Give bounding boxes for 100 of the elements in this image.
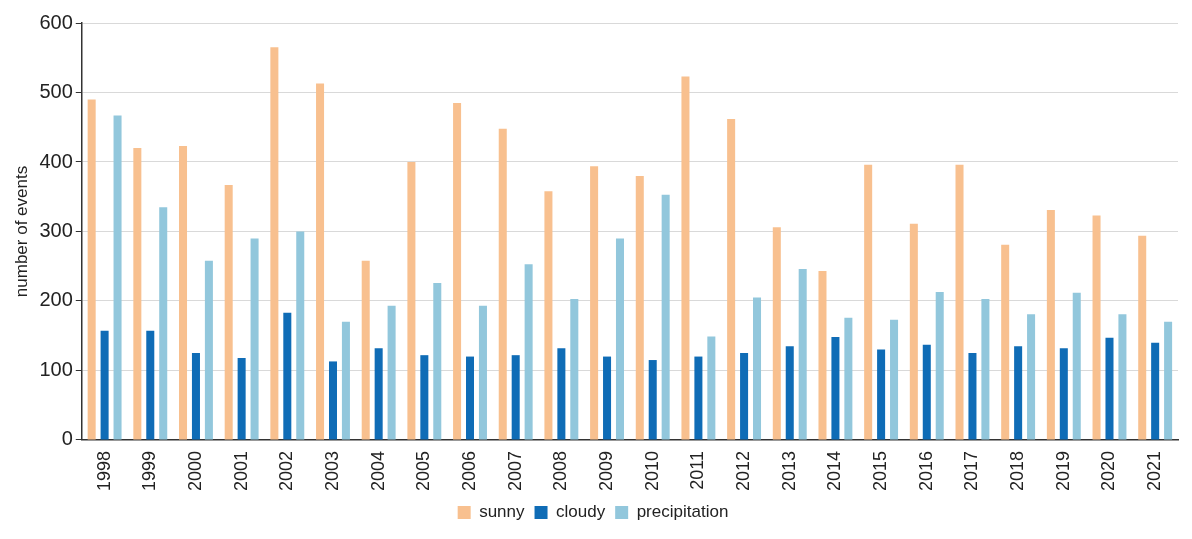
bar [316, 83, 325, 440]
bar [635, 175, 644, 440]
bar [557, 348, 566, 440]
bar [1105, 337, 1114, 440]
bar [890, 319, 899, 440]
bar [87, 99, 96, 440]
x-tick-label: 2007 [504, 450, 525, 491]
x-tick-label: 2006 [458, 450, 479, 491]
bar [590, 166, 599, 440]
bar [727, 118, 736, 440]
legend-label: precipitation [636, 502, 729, 522]
bar [328, 361, 337, 440]
bar [570, 298, 579, 440]
y-tick-label: 100 [39, 357, 73, 380]
bar [1138, 235, 1147, 440]
bar [478, 305, 487, 440]
bar [922, 344, 931, 440]
bar [361, 260, 370, 440]
bar [648, 360, 657, 440]
bar [387, 305, 396, 440]
bar [681, 76, 690, 440]
x-tick-label: 2015 [870, 450, 891, 491]
bar [146, 330, 155, 440]
bar [179, 146, 188, 440]
bar [785, 346, 794, 440]
x-tick-label: 2017 [961, 450, 982, 491]
bar [1014, 346, 1023, 440]
bar [511, 355, 520, 440]
bar [955, 164, 964, 440]
y-tick-label: 300 [39, 218, 73, 241]
bar [113, 115, 122, 440]
bar [694, 356, 703, 440]
x-tick-label: 2002 [276, 450, 297, 491]
bar [615, 238, 624, 440]
bar [1072, 292, 1081, 440]
bar [844, 317, 853, 440]
bar [283, 312, 292, 440]
bar [981, 298, 990, 440]
bar [498, 128, 507, 440]
bar [661, 194, 670, 440]
x-tick-label: 2018 [1007, 450, 1028, 491]
x-tick-label: 1998 [93, 450, 114, 491]
bar [740, 353, 749, 440]
bar [968, 353, 977, 440]
bar [341, 321, 350, 440]
bar [1001, 244, 1010, 440]
bar [191, 353, 200, 440]
x-tick-label: 2019 [1052, 450, 1073, 491]
x-tick-label: 2010 [641, 450, 662, 491]
x-tick-label: 2012 [733, 450, 754, 491]
bar [864, 164, 873, 440]
bar [420, 355, 429, 440]
x-tick-label: 2014 [824, 450, 845, 491]
x-tick-label: 2011 [687, 450, 708, 490]
bar [466, 356, 475, 440]
bar [204, 260, 213, 440]
bar [909, 223, 918, 440]
bar [831, 337, 840, 440]
y-tick-label: 0 [61, 427, 73, 450]
bar [270, 47, 279, 440]
x-tick-label: 2009 [596, 450, 617, 491]
bar [1151, 342, 1160, 440]
y-axis-title: number of events [11, 165, 31, 298]
y-tick-label: 500 [39, 80, 73, 103]
bar [250, 238, 259, 440]
x-tick-label: 2020 [1098, 450, 1119, 491]
bar [772, 227, 781, 440]
bar [1027, 314, 1036, 440]
bar [1046, 209, 1055, 440]
bar [798, 269, 807, 440]
y-tick-label: 200 [39, 288, 73, 311]
bar [1118, 314, 1127, 440]
x-tick-label: 2000 [184, 450, 205, 491]
x-tick-label: 2021 [1144, 450, 1165, 491]
bar [935, 291, 944, 440]
legend-label: cloudy [556, 502, 606, 522]
x-tick-label: 2008 [550, 450, 571, 491]
bar [707, 336, 716, 440]
bar [296, 231, 305, 440]
x-tick-label: 2005 [413, 450, 434, 491]
bar [877, 349, 886, 440]
y-tick-label: 400 [39, 149, 73, 172]
x-tick-label: 2001 [230, 450, 251, 491]
x-tick-label: 2004 [367, 450, 388, 491]
bar [1059, 348, 1068, 440]
bar [374, 348, 383, 440]
bar [407, 161, 416, 440]
legend-label: sunny [479, 502, 526, 522]
y-tick-label: 600 [39, 10, 73, 33]
bar [133, 148, 142, 440]
x-tick-label: 2003 [321, 450, 342, 491]
bar [433, 282, 442, 440]
bar [1092, 215, 1101, 440]
bar [159, 207, 168, 440]
bar [237, 357, 246, 440]
bar [753, 297, 762, 440]
x-tick-label: 1999 [139, 450, 160, 491]
x-tick-label: 2013 [778, 450, 799, 491]
bar [544, 191, 553, 440]
bar [818, 271, 827, 440]
